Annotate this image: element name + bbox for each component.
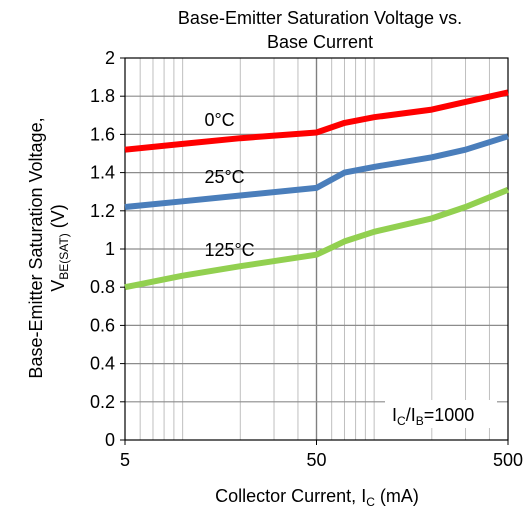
- series-lines: [124, 89, 510, 291]
- y-axis-title-line-2: VBE(SAT) (V): [48, 204, 71, 291]
- series-line-1: [124, 133, 509, 210]
- ratio-annotation: IC/IB=1000: [392, 405, 474, 428]
- x-axis-title: Collector Current, IC (mA): [215, 486, 419, 509]
- y-tick-label: 1.4: [90, 163, 115, 183]
- series-line-0: [124, 89, 509, 153]
- y-axis-title-line-1: Base-Emitter Saturation Voltage,: [26, 117, 46, 378]
- series-label-0: 0°C: [204, 110, 234, 130]
- series-label-1: 25°C: [204, 167, 244, 187]
- series-label-2: 125°C: [204, 240, 254, 260]
- chart-title-line-1: Base-Emitter Saturation Voltage vs.: [178, 8, 462, 28]
- series-labels: 0°C 25°C 125°C: [204, 110, 254, 260]
- y-axis: 0 0.2 0.4 0.6 0.8 1 1.2 1.4 1.6 1.8 2: [90, 48, 125, 450]
- y-tick-label: 0.2: [90, 392, 115, 412]
- chart-title-line-2: Base Current: [267, 32, 373, 52]
- y-tick-label: 2: [105, 48, 115, 68]
- grid: [125, 58, 508, 440]
- y-tick-label: 1.6: [90, 124, 115, 144]
- annotation-box: [385, 400, 497, 428]
- x-tick-label: 5: [120, 450, 130, 470]
- y-tick-label: 0.6: [90, 315, 115, 335]
- y-tick-label: 1: [105, 239, 115, 259]
- y-tick-label: 0.4: [90, 354, 115, 374]
- series-line-2: [124, 187, 510, 291]
- y-tick-label: 0.8: [90, 277, 115, 297]
- x-axis: 5 50 500: [120, 440, 523, 470]
- y-tick-label: 0: [105, 430, 115, 450]
- y-tick-label: 1.8: [90, 86, 115, 106]
- x-tick-label: 500: [493, 450, 523, 470]
- x-tick-label: 50: [306, 450, 326, 470]
- y-tick-label: 1.2: [90, 201, 115, 221]
